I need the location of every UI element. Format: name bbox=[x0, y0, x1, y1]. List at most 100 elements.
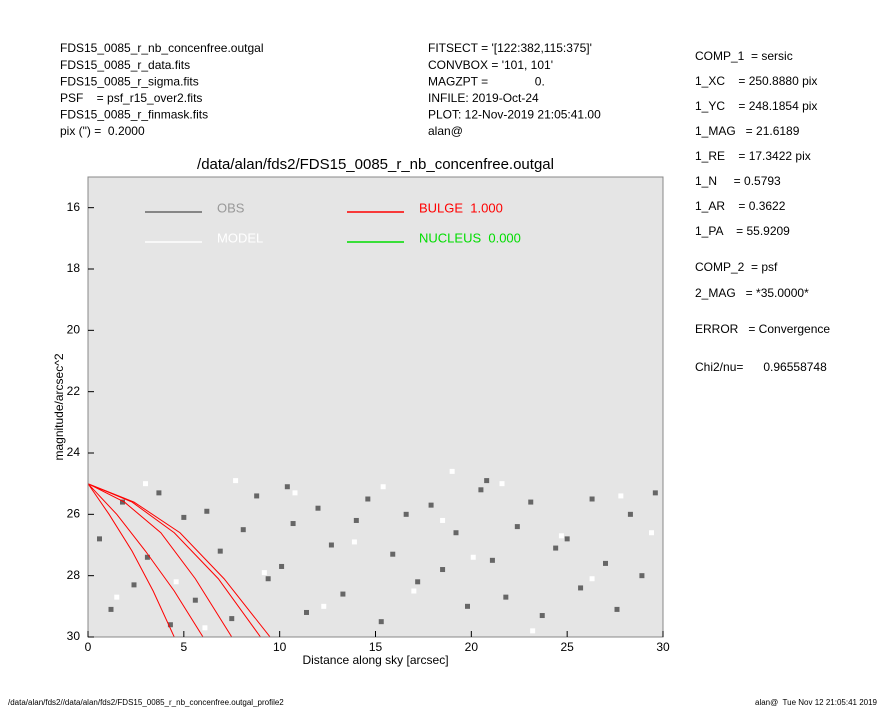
data-point bbox=[528, 499, 534, 505]
y-axis-label: magnitude/arcsec^2 bbox=[52, 353, 66, 460]
data-point bbox=[353, 517, 359, 523]
data-point bbox=[254, 493, 260, 499]
data-point bbox=[530, 628, 536, 634]
data-point bbox=[351, 539, 357, 545]
y-tick-label: 22 bbox=[67, 384, 81, 398]
data-point bbox=[614, 606, 620, 612]
data-point bbox=[108, 606, 114, 612]
x-axis-label: Distance along sky [arcsec] bbox=[302, 653, 448, 667]
y-tick-label: 26 bbox=[67, 507, 81, 521]
data-point bbox=[114, 594, 120, 600]
data-point bbox=[499, 481, 505, 487]
header-line: FITSECT = '[122:382,115:375]' bbox=[428, 41, 592, 55]
data-point bbox=[618, 493, 624, 499]
model-curve bbox=[88, 483, 271, 637]
data-point bbox=[440, 567, 446, 573]
x-tick-label: 5 bbox=[180, 640, 187, 654]
data-point bbox=[589, 576, 595, 582]
data-point bbox=[411, 588, 417, 594]
data-point bbox=[465, 603, 470, 609]
footer-left: /data/alan/fds2//data/alan/fds2/FDS15_00… bbox=[8, 698, 284, 707]
y-tick-label: 24 bbox=[67, 445, 81, 459]
header-line: PSF = psf_r15_over2.fits bbox=[60, 91, 202, 105]
fit-param: 2_MAG = *35.0000* bbox=[695, 286, 809, 300]
data-point bbox=[378, 619, 384, 625]
header-line: FDS15_0085_r_finmask.fits bbox=[60, 108, 208, 122]
header-line: FDS15_0085_r_sigma.fits bbox=[60, 74, 199, 88]
fit-param: 1_XC = 250.8880 pix bbox=[695, 74, 817, 88]
header-line: pix (") = 0.2000 bbox=[60, 124, 145, 138]
y-tick-label: 18 bbox=[67, 261, 81, 275]
legend-label: BULGE 1.000 bbox=[419, 200, 503, 215]
x-tick-label: 30 bbox=[656, 640, 670, 654]
data-point bbox=[365, 496, 371, 502]
data-point bbox=[539, 613, 545, 619]
data-point bbox=[240, 527, 246, 533]
y-tick-label: 20 bbox=[67, 323, 81, 337]
header-line: alan@ bbox=[428, 124, 463, 138]
fit-param: 1_AR = 0.3622 bbox=[695, 199, 786, 213]
data-point bbox=[514, 524, 520, 530]
data-point bbox=[478, 487, 484, 493]
header-line: CONVBOX = '101, 101' bbox=[428, 58, 553, 72]
data-point bbox=[449, 468, 455, 474]
data-point bbox=[484, 478, 490, 484]
data-point bbox=[204, 508, 210, 514]
fit-param: 1_PA = 55.9209 bbox=[695, 224, 790, 238]
data-point bbox=[167, 622, 173, 628]
legend-label: OBS bbox=[217, 200, 245, 215]
data-point bbox=[315, 505, 321, 511]
data-point bbox=[589, 496, 595, 502]
fit-param: Chi2/nu= 0.96558748 bbox=[695, 360, 827, 374]
header-line: FDS15_0085_r_data.fits bbox=[60, 58, 190, 72]
header-line: MAGZPT = 0. bbox=[428, 74, 545, 88]
data-point bbox=[503, 594, 509, 600]
fit-param: COMP_1 = sersic bbox=[695, 49, 793, 63]
data-point bbox=[292, 490, 298, 496]
data-point bbox=[652, 490, 658, 496]
data-point bbox=[453, 530, 459, 536]
data-point bbox=[304, 609, 309, 615]
data-point bbox=[639, 573, 645, 579]
data-point bbox=[328, 542, 334, 548]
data-point bbox=[120, 499, 125, 505]
data-point bbox=[470, 554, 476, 560]
fit-param: 1_N = 0.5793 bbox=[695, 174, 781, 188]
data-point bbox=[578, 585, 584, 591]
fit-param: 1_YC = 248.1854 pix bbox=[695, 99, 817, 113]
data-point bbox=[233, 478, 239, 484]
data-point bbox=[428, 502, 434, 508]
data-point bbox=[627, 511, 633, 517]
data-point bbox=[173, 579, 179, 585]
data-point bbox=[265, 576, 271, 582]
x-tick-label: 10 bbox=[273, 640, 287, 654]
data-point bbox=[143, 481, 148, 487]
data-point bbox=[558, 533, 564, 539]
data-point bbox=[144, 554, 150, 560]
data-point bbox=[97, 536, 102, 542]
data-point bbox=[489, 557, 495, 563]
footer-right: alan@ Tue Nov 12 21:05:41 2019 bbox=[755, 698, 878, 707]
data-point bbox=[390, 551, 396, 557]
data-point bbox=[564, 536, 570, 542]
data-point bbox=[261, 570, 267, 576]
data-point bbox=[403, 511, 409, 517]
data-point bbox=[279, 563, 285, 569]
x-tick-label: 25 bbox=[560, 640, 574, 654]
y-tick-label: 28 bbox=[67, 568, 81, 582]
x-tick-label: 15 bbox=[369, 640, 383, 654]
data-point bbox=[380, 484, 386, 490]
data-point bbox=[229, 616, 235, 622]
data-point bbox=[649, 530, 654, 536]
x-tick-label: 20 bbox=[465, 640, 479, 654]
fit-param: 1_MAG = 21.6189 bbox=[695, 124, 800, 138]
data-point bbox=[553, 545, 559, 551]
header-line: PLOT: 12-Nov-2019 21:05:41.00 bbox=[428, 108, 601, 122]
x-tick-label: 0 bbox=[85, 640, 92, 654]
fit-param: COMP_2 = psf bbox=[695, 260, 778, 274]
header-line: FDS15_0085_r_nb_concenfree.outgal bbox=[60, 41, 263, 55]
data-point bbox=[284, 484, 290, 490]
data-point bbox=[181, 514, 187, 520]
data-point bbox=[131, 582, 137, 588]
